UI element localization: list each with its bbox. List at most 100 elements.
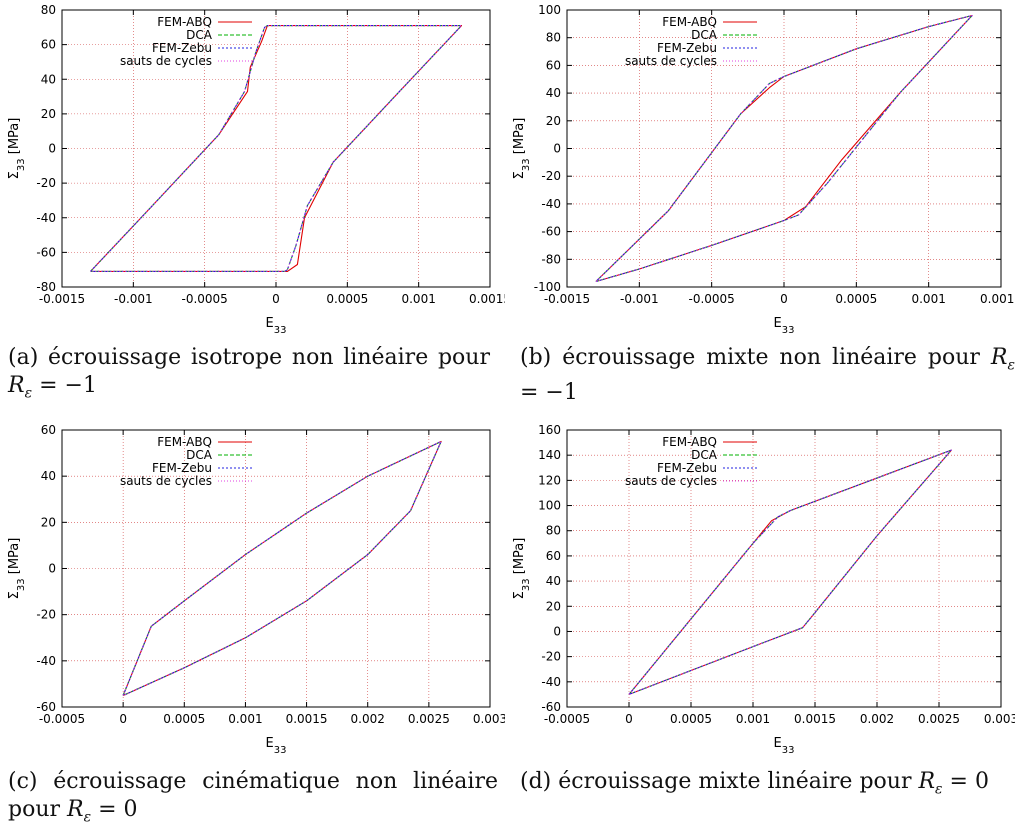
x-axis-label: E33	[266, 316, 287, 336]
legend-label: sauts de cycles	[120, 474, 212, 488]
plot-frame	[566, 429, 1002, 708]
caption-b-subscript: ε	[1007, 357, 1015, 374]
y-tick-label: 160	[538, 423, 561, 437]
caption-d: (d) écrouissage mixte linéaire pour Rε =…	[520, 768, 1015, 803]
y-tick-label: -40	[541, 675, 561, 689]
series-line-sauts-de-cycles	[628, 449, 952, 695]
x-tick-label: 0.003	[984, 712, 1015, 726]
legend-label: FEM-ABQ	[157, 15, 212, 29]
x-tick-label: -0.0005	[544, 712, 590, 726]
x-tick-label: -0.0005	[689, 292, 735, 306]
y-tick-label: -40	[541, 197, 561, 211]
legend-label: FEM-ABQ	[662, 15, 717, 29]
x-axis-label: E33	[774, 736, 795, 756]
chart-panel-c: -0.0005 0 0.0005 0.001 0.0015 0.002 0.0025 0.00…	[0, 420, 507, 758]
caption-d-subscript: ε	[935, 781, 943, 798]
x-tick-label: 0.0015	[794, 712, 836, 726]
caption-c-tail: = 0	[91, 797, 138, 822]
y-tick-label: 80	[546, 31, 561, 45]
chart-b: -0.0015 -0.001 -0.0005 0 0.0005 0.001 0.0015 -1…	[512, 3, 1015, 336]
x-tick-label: 0.002	[860, 712, 894, 726]
series-line-fem-zebu	[628, 449, 952, 695]
y-tick-label: 0	[553, 142, 561, 156]
legend-label: DCA	[186, 28, 213, 42]
y-axis-label: Σ33 [MPa]	[512, 118, 532, 180]
legend-label: FEM-ABQ	[662, 435, 717, 449]
caption-c: (c) écrouissage cinématique non linéaire…	[8, 768, 498, 831]
x-tick-label: 0.001	[911, 292, 945, 306]
y-tick-label: 80	[546, 524, 561, 538]
y-tick-label: -20	[541, 650, 561, 664]
series-line-sauts-de-cycles	[90, 25, 463, 272]
chart-panel-a: -0.0015 -0.001 -0.0005 0 0.0005 0.001 0.0015 -8…	[0, 0, 511, 338]
grid-lines	[567, 10, 1001, 287]
grid-lines	[62, 430, 490, 707]
y-tick-label: 140	[538, 448, 561, 462]
y-tick-label: 20	[41, 515, 56, 529]
caption-b-symbol: R	[990, 345, 1008, 370]
x-tick-label: 0.001	[736, 712, 770, 726]
y-tick-label: -20	[36, 176, 56, 190]
legend-label: DCA	[691, 448, 718, 462]
x-tick-label: 0.0015	[469, 292, 505, 306]
y-tick-label: 100	[538, 3, 561, 17]
chart-d: -0.0005 0 0.0005 0.001 0.0015 0.002 0.0025 0.00…	[512, 423, 1015, 756]
x-axis-label: E33	[266, 736, 287, 756]
chart-a: -0.0015 -0.001 -0.0005 0 0.0005 0.001 0.0015 -8…	[7, 3, 511, 336]
x-tick-label: 0.002	[351, 712, 385, 726]
y-tick-label: -80	[541, 252, 561, 266]
legend-label: FEM-Zebu	[152, 461, 212, 475]
caption-b-tail: = −1	[520, 380, 578, 406]
y-tick-label: 0	[48, 142, 56, 156]
x-tick-label: 0	[119, 712, 127, 726]
y-tick-label: 0	[48, 562, 56, 576]
x-tick-label: -0.0015	[39, 292, 85, 306]
y-tick-label: 60	[41, 423, 56, 437]
y-tick-label: 20	[546, 114, 561, 128]
series-line-fem-zebu	[122, 440, 442, 697]
legend-label: FEM-ABQ	[157, 435, 212, 449]
x-tick-label: 0.0025	[918, 712, 960, 726]
legend-label: sauts de cycles	[625, 54, 717, 68]
y-tick-label: -40	[36, 211, 56, 225]
x-tick-label: 0.0015	[286, 712, 328, 726]
caption-c-symbol: R	[67, 797, 84, 822]
caption-d-tail: = 0	[942, 769, 989, 794]
x-tick-label: 0.0005	[835, 292, 877, 306]
caption-d-symbol: R	[918, 769, 936, 794]
x-axis-label: E33	[774, 316, 795, 336]
x-tick-label: 0.003	[473, 712, 505, 726]
x-tick-label: 0	[780, 292, 788, 306]
x-tick-label: 0.0025	[408, 712, 450, 726]
x-tick-label: 0	[625, 712, 633, 726]
y-tick-label: -60	[36, 245, 56, 259]
legend-label: FEM-Zebu	[152, 41, 212, 55]
y-tick-label: -80	[36, 280, 56, 294]
y-tick-label: -20	[36, 608, 56, 622]
caption-a-symbol: R	[8, 373, 25, 398]
y-tick-label: 60	[546, 549, 561, 563]
y-tick-label: 60	[546, 58, 561, 72]
y-tick-label: -60	[36, 700, 56, 714]
chart-panel-b: -0.0015 -0.001 -0.0005 0 0.0005 0.001 0.0015 -1…	[505, 0, 1015, 338]
legend-label: sauts de cycles	[625, 474, 717, 488]
y-tick-label: 40	[41, 72, 56, 86]
y-tick-label: 20	[546, 599, 561, 613]
caption-a-subscript: ε	[24, 385, 33, 402]
legend-label: FEM-Zebu	[657, 41, 717, 55]
y-tick-label: 120	[538, 473, 561, 487]
x-tick-label: 0.001	[401, 292, 435, 306]
caption-a-lead: (a) écrouissage isotrope non linéaire po…	[8, 345, 490, 370]
y-tick-label: 40	[546, 86, 561, 100]
x-tick-label: -0.0005	[182, 292, 228, 306]
x-tick-label: 0.0005	[326, 292, 368, 306]
legend-label: DCA	[691, 28, 718, 42]
x-tick-label: -0.0015	[544, 292, 590, 306]
y-tick-label: 100	[538, 499, 561, 513]
y-axis-label: Σ33 [MPa]	[512, 538, 532, 600]
caption-d-lead: (d) écrouissage mixte linéaire pour	[520, 769, 919, 794]
